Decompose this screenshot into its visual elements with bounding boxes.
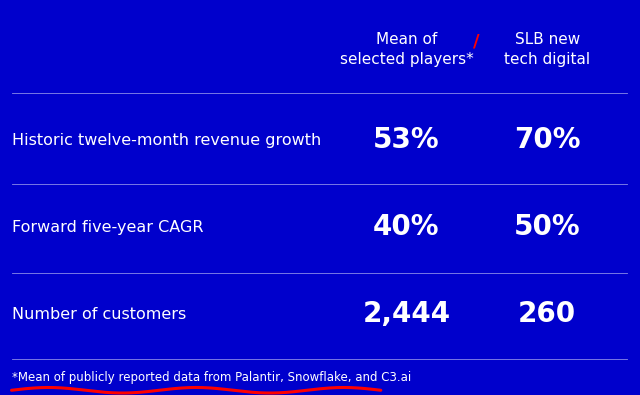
Text: Historic twelve-month revenue growth: Historic twelve-month revenue growth xyxy=(12,133,321,148)
Text: Forward five-year CAGR: Forward five-year CAGR xyxy=(12,220,203,235)
Text: 53%: 53% xyxy=(373,126,440,154)
Text: *Mean of publicly reported data from Palantir, Snowflake, and C3.ai: *Mean of publicly reported data from Pal… xyxy=(12,371,411,384)
Text: 2,444: 2,444 xyxy=(362,300,451,328)
Text: Number of customers: Number of customers xyxy=(12,307,186,322)
Text: /: / xyxy=(474,32,480,51)
Text: Mean of
selected players*: Mean of selected players* xyxy=(340,32,473,67)
Text: 260: 260 xyxy=(518,300,576,328)
Text: 40%: 40% xyxy=(373,213,440,241)
Text: 70%: 70% xyxy=(514,126,580,154)
Text: SLB new
tech digital: SLB new tech digital xyxy=(504,32,590,67)
Text: 50%: 50% xyxy=(514,213,580,241)
